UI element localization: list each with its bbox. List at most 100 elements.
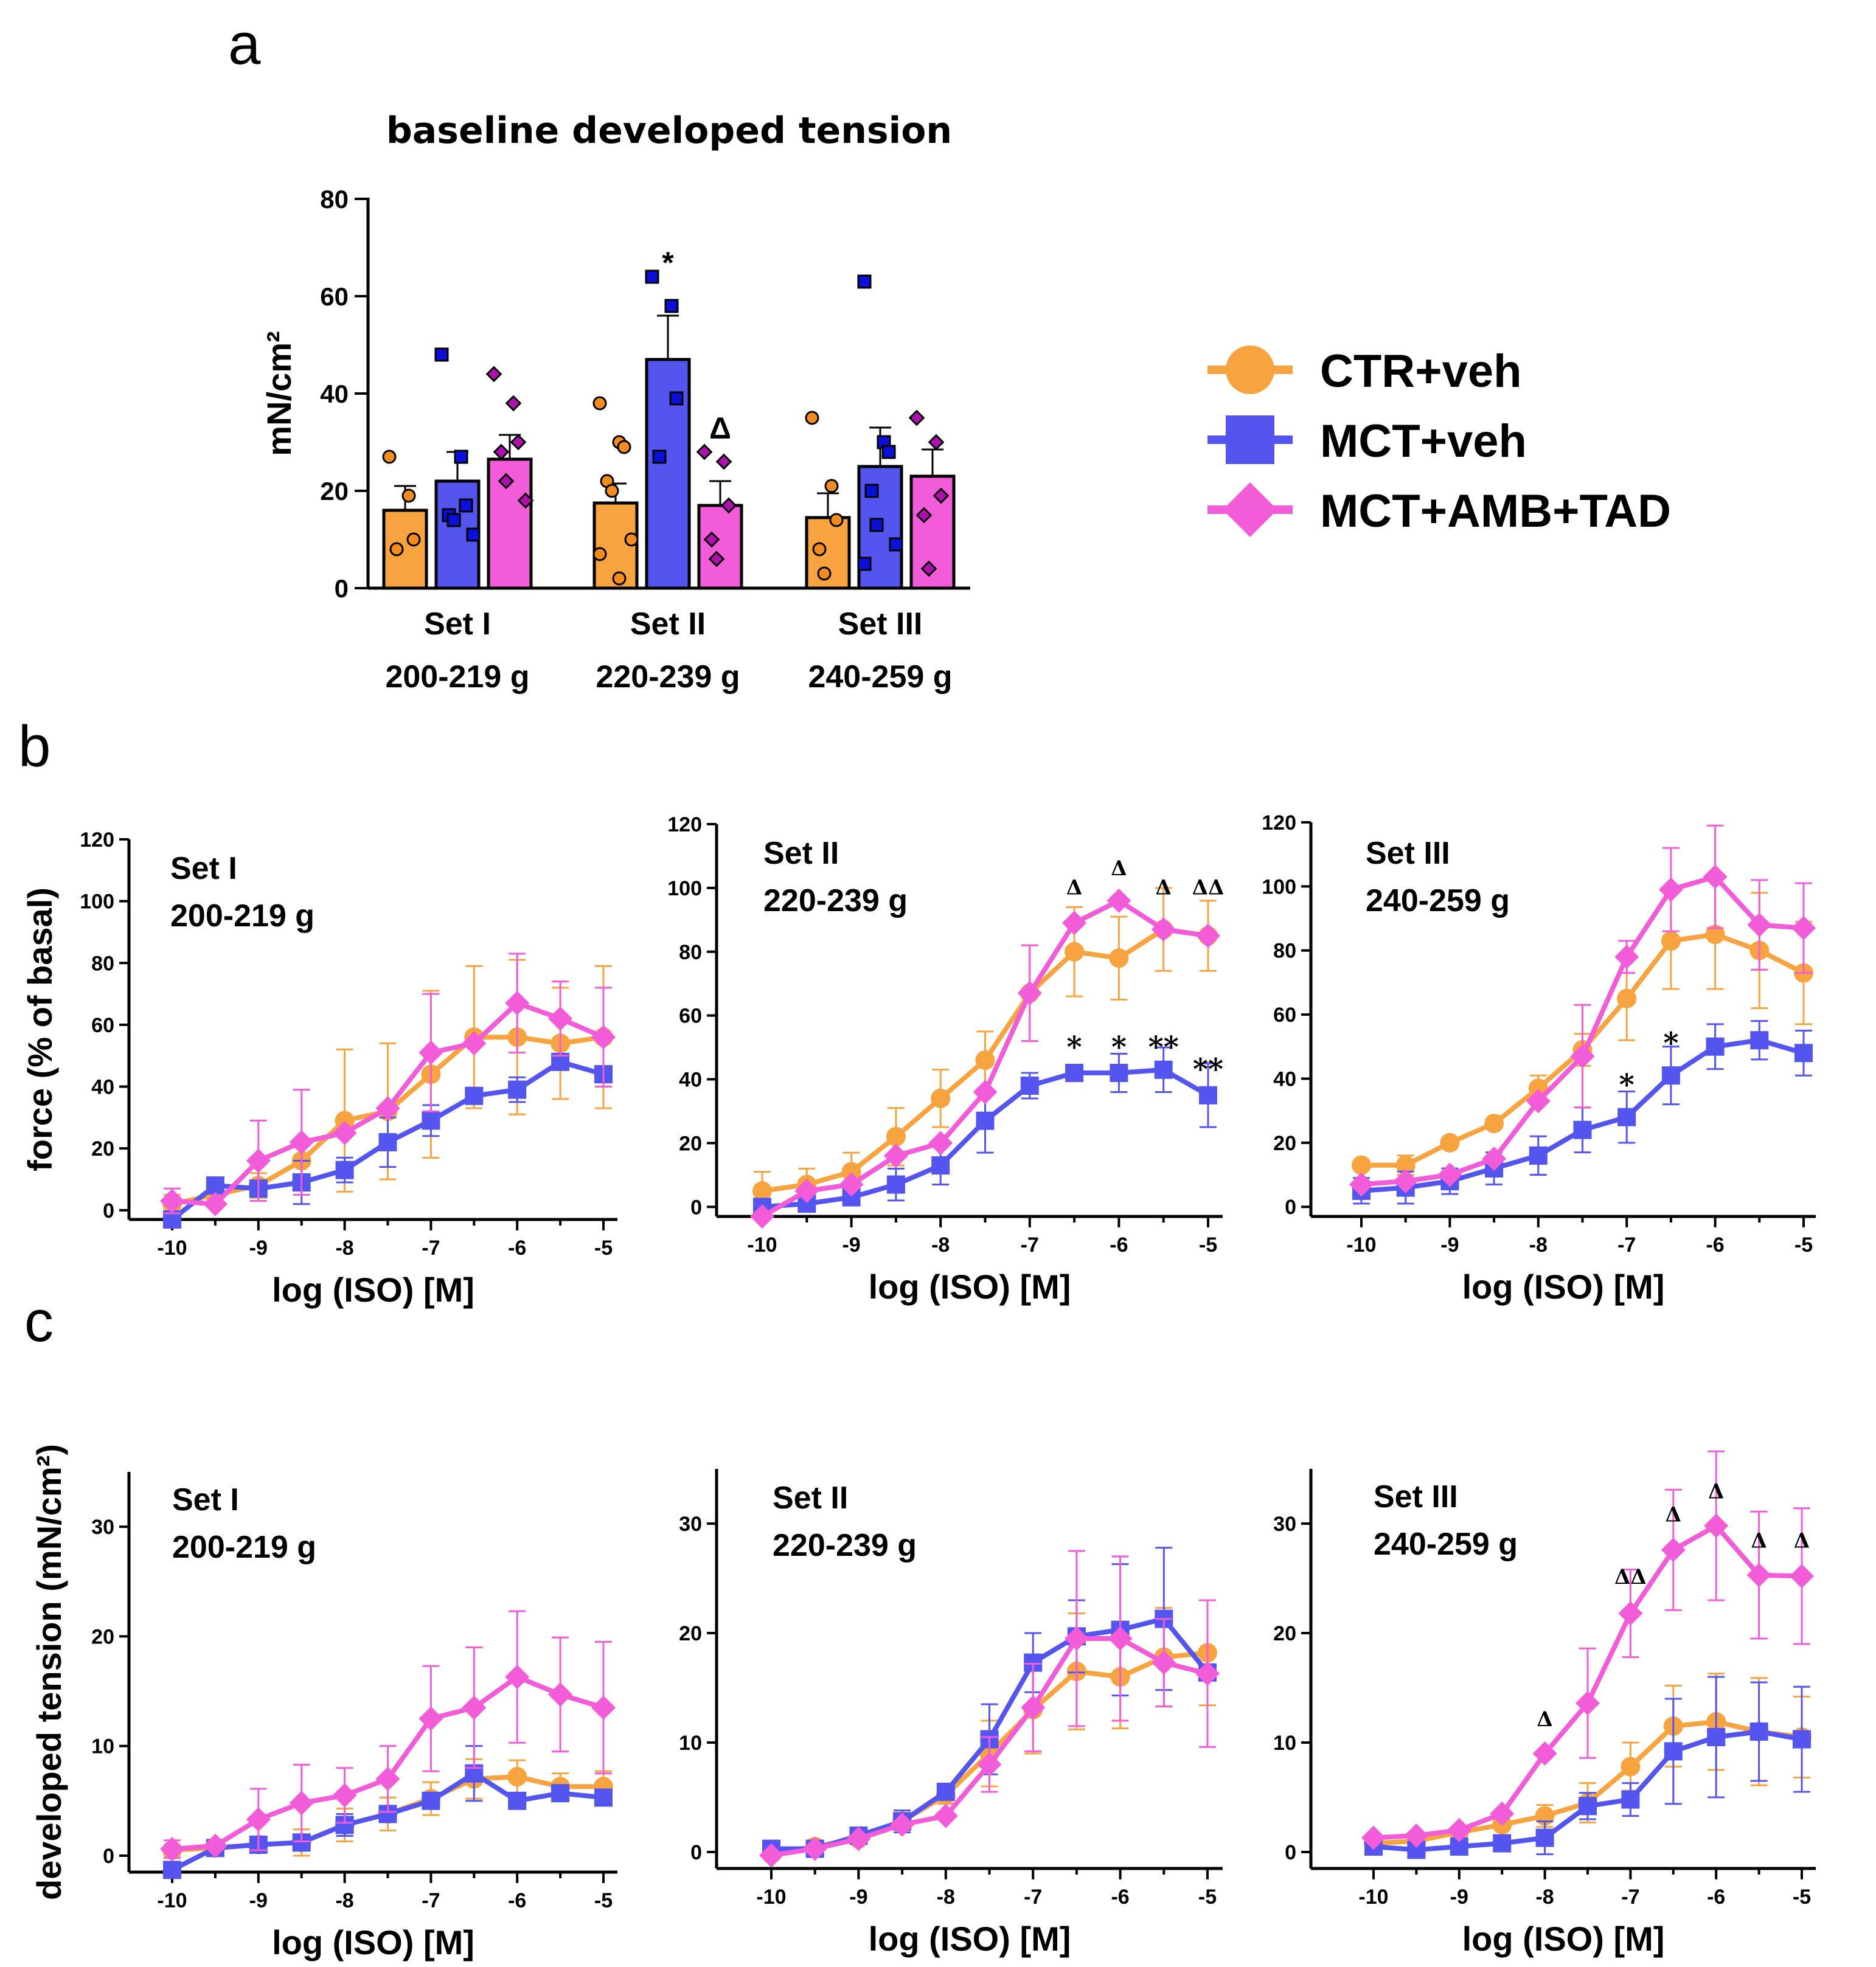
- x-group-label-line1: Set III: [838, 606, 923, 642]
- data-point-mct: [881, 445, 896, 459]
- series-mct: [762, 1547, 1217, 1858]
- significance-mark: Δ: [709, 411, 731, 445]
- data-point-amb: [1062, 911, 1087, 935]
- x-tick-label: -9: [1440, 1233, 1459, 1257]
- data-point-amb: [928, 434, 945, 451]
- data-point-amb: [203, 1192, 228, 1216]
- data-point-amb: [1108, 1626, 1133, 1651]
- data-point-mct: [422, 1791, 440, 1810]
- data-point-amb: [846, 1826, 871, 1851]
- y-tick-label: 80: [91, 952, 114, 975]
- data-point-mct: [459, 498, 473, 513]
- data-point-amb: [160, 1188, 184, 1213]
- y-tick-label: 30: [679, 1513, 702, 1536]
- y-tick-label: 0: [103, 1199, 114, 1223]
- data-point-mct: [857, 557, 872, 571]
- x-group-label-line2: 220-239 g: [596, 659, 740, 695]
- data-point-amb: [1704, 1513, 1729, 1538]
- data-point-mct: [1573, 1120, 1592, 1139]
- data-point-amb: [462, 1695, 487, 1720]
- x-tick-label: -8: [335, 1889, 353, 1912]
- data-point-mct: [1493, 1834, 1512, 1853]
- x-tick-label: -9: [249, 1237, 268, 1260]
- x-axis-label: log (ISO) [M]: [272, 1923, 474, 1962]
- x-tick-label: -6: [1110, 1233, 1128, 1257]
- y-tick-label: 20: [679, 1132, 702, 1155]
- data-point-mct: [466, 527, 481, 542]
- data-point-mct: [378, 1133, 397, 1151]
- x-group-label-line2: 200-219 g: [385, 659, 529, 695]
- y-axis-label: force (% of basal): [21, 887, 59, 1171]
- legend: CTR+veh MCT+veh MCT+AMB+TAD: [1207, 345, 1671, 537]
- series-amb: [1349, 824, 1816, 1197]
- significance-mark: ΔΔ: [1192, 875, 1225, 900]
- data-point-amb: [908, 409, 925, 426]
- data-point-mct: [931, 1156, 950, 1175]
- data-point-mct: [465, 1086, 484, 1105]
- y-tick-label: 120: [667, 813, 702, 836]
- data-point-mct: [508, 1791, 527, 1810]
- data-point-amb: [498, 473, 515, 490]
- x-tick-label: -5: [1793, 1885, 1811, 1909]
- data-point-ctr: [1395, 1155, 1416, 1175]
- data-point-amb: [485, 366, 502, 383]
- set-label: Set II: [763, 836, 839, 871]
- chart-b-set2: 0 20 40 60 80 100 120 -10 -9 -8 -7 -6 -5 log (ISO) [M…: [667, 813, 1224, 1306]
- x-tick-label: -8: [931, 1233, 950, 1257]
- data-point-mct: [1621, 1790, 1640, 1809]
- data-point-amb: [802, 1836, 827, 1861]
- y-axis-label: developed tension (mN/cm²): [30, 1444, 68, 1900]
- data-point-mct: [1661, 1066, 1680, 1085]
- data-point-amb: [160, 1837, 184, 1862]
- data-point-amb: [1361, 1825, 1386, 1850]
- data-point-amb: [1526, 1089, 1551, 1114]
- set-label: Set I: [172, 1482, 239, 1518]
- x-axis-label: log (ISO) [M]: [869, 1920, 1071, 1958]
- chart-c-set2: 0 10 20 30 -10 -9 -8 -7 -6 -5 log (ISO) [M] Set II 2…: [679, 1469, 1223, 1958]
- x-tick-label: -10: [756, 1885, 786, 1909]
- data-point-mct: [163, 1861, 181, 1879]
- y-tick-label: 10: [1273, 1732, 1296, 1755]
- y-tick-label: 100: [1262, 875, 1296, 898]
- data-point-mct: [1535, 1828, 1554, 1847]
- y-tick-label: 20: [91, 1625, 114, 1648]
- series-ctr: [162, 959, 613, 1215]
- data-point-amb: [1482, 1147, 1507, 1171]
- y-tick-label: 10: [679, 1732, 702, 1755]
- legend-item-mct: MCT+veh: [1207, 415, 1527, 467]
- data-point-ctr: [1617, 988, 1637, 1008]
- data-point-mct: [1020, 1077, 1039, 1095]
- data-point-mct: [1065, 1064, 1084, 1083]
- data-point-amb: [289, 1129, 314, 1154]
- data-point-amb: [839, 1172, 864, 1197]
- bar-amb: [697, 504, 743, 590]
- x-axis-label: log (ISO) [M]: [869, 1268, 1071, 1306]
- x-group-label-line1: Set I: [424, 606, 491, 642]
- y-tick-label: 10: [91, 1735, 114, 1758]
- x-tick-label: -10: [747, 1233, 777, 1257]
- data-point-ctr: [1661, 931, 1681, 951]
- data-point-mct: [434, 347, 449, 362]
- data-point-ctr: [829, 513, 844, 527]
- panel-label-b: b: [18, 714, 50, 779]
- y-tick-label: 30: [1273, 1513, 1296, 1536]
- y-tick-label: 0: [1285, 1196, 1296, 1219]
- x-tick-label: -9: [249, 1889, 268, 1912]
- significance-mark: **: [1193, 1053, 1223, 1087]
- chart-c-set1: 0 10 20 30 -10 -9 -8 -7 -6 -5 log (ISO) [M] develop…: [30, 1444, 617, 1962]
- data-point-amb: [505, 1665, 530, 1690]
- data-point-ctr: [824, 479, 839, 493]
- y-tick-label: 120: [1262, 811, 1296, 834]
- data-point-amb: [1747, 912, 1772, 937]
- chart-a-title: baseline developed tension: [386, 109, 952, 152]
- data-point-ctr: [507, 1767, 527, 1787]
- legend-item-amb: MCT+AMB+TAD: [1207, 482, 1671, 537]
- data-point-amb: [920, 560, 937, 577]
- data-point-mct: [1749, 1722, 1768, 1741]
- significance-mark: *: [1067, 1030, 1082, 1064]
- y-tick-label: 0: [690, 1841, 702, 1864]
- data-point-amb: [1618, 1601, 1643, 1626]
- data-point-amb: [1017, 980, 1042, 1005]
- data-point-amb: [1196, 923, 1220, 948]
